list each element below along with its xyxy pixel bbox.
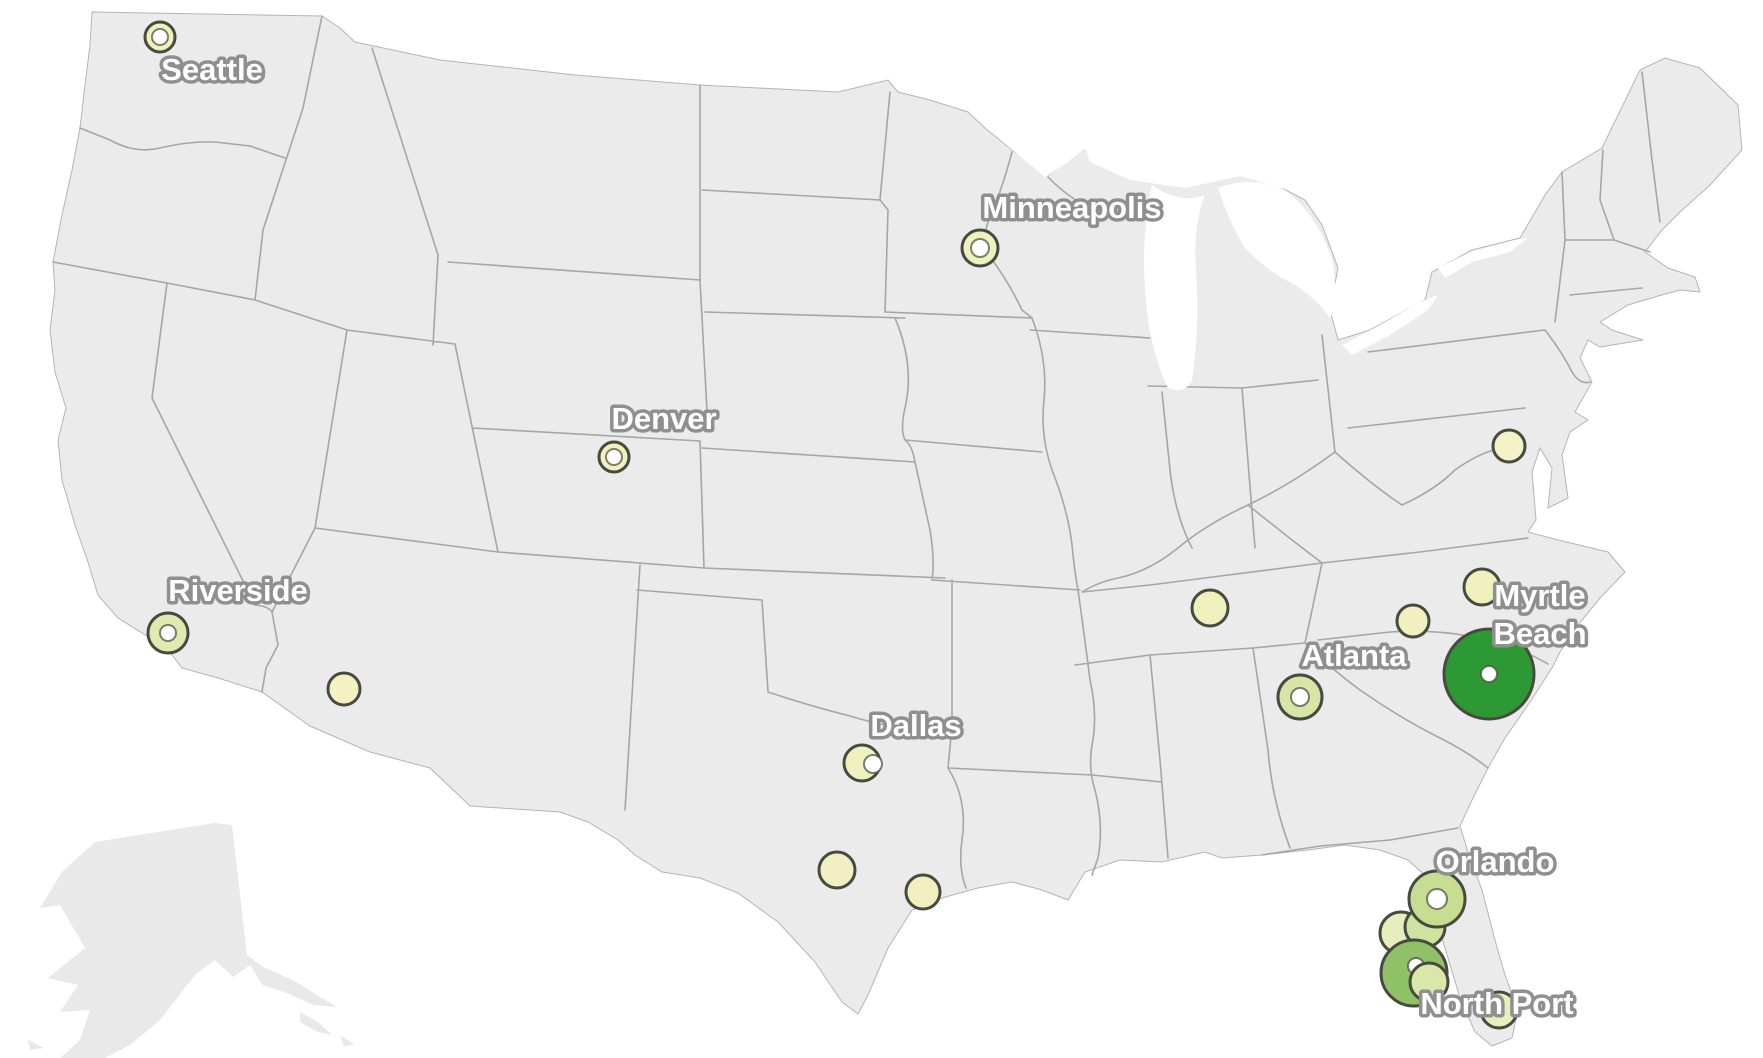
city-marker-dot-myrtle-beach[interactable] [1480, 665, 1498, 683]
city-marker-dot-seattle[interactable] [151, 28, 169, 46]
lake-michigan [1144, 185, 1205, 391]
city-marker-carolina-east-marker[interactable] [1462, 567, 1502, 607]
city-label-seattle: Seattle [161, 52, 263, 87]
city-marker-dot-orlando[interactable] [1426, 888, 1448, 910]
city-label-denver: Denver [611, 401, 716, 436]
city-marker-florida-southwest-marker[interactable] [1408, 961, 1450, 1003]
city-marker-carolina-west-marker[interactable] [1395, 603, 1431, 639]
city-marker-florida-southeast-marker[interactable] [1479, 990, 1519, 1030]
lower48-landmass [49, 11, 1743, 1047]
city-label-minneapolis: Minneapolis [982, 190, 1161, 225]
city-labels-layer: Seattle Minneapolis Denver Riverside Dallas A… [158, 49, 1590, 1025]
city-label-myrtle-beach: Myrtle Beach [1493, 578, 1586, 651]
city-marker-southeast-texas-marker[interactable] [904, 873, 942, 911]
city-label-atlanta: Atlanta [1301, 638, 1407, 673]
lake-erie [1342, 295, 1438, 355]
city-marker-dot-dallas[interactable] [863, 754, 883, 774]
state-borders [52, 15, 1661, 889]
city-marker-tennessee-marker[interactable] [1190, 588, 1230, 628]
city-label-orlando: Orlando [1436, 844, 1555, 879]
city-marker-mid-atlantic-marker[interactable] [1491, 428, 1527, 464]
city-markers-layer [143, 20, 1536, 1030]
city-marker-arizona-marker[interactable] [326, 671, 362, 707]
city-marker-dot-denver[interactable] [605, 448, 623, 466]
city-label-riverside: Riverside [168, 573, 308, 608]
city-marker-central-texas-marker[interactable] [817, 850, 857, 890]
city-marker-dot-atlanta[interactable] [1290, 687, 1310, 707]
city-marker-dot-riverside[interactable] [159, 624, 177, 642]
city-label-north-port: North Port [1420, 986, 1573, 1021]
lake-superior [975, 104, 1295, 192]
alaska-landmass [40, 823, 337, 1058]
city-label-dallas: Dallas [870, 708, 961, 743]
lake-ontario [1438, 238, 1528, 278]
lake-huron [1218, 181, 1336, 318]
city-marker-dot-minneapolis[interactable] [970, 238, 990, 258]
